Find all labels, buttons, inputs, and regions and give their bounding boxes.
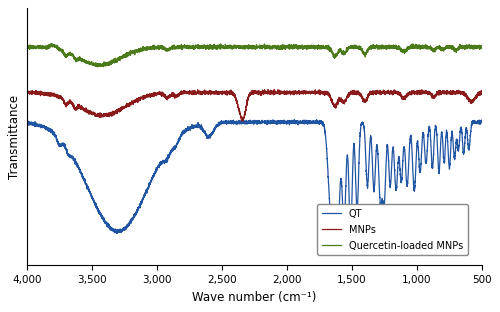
X-axis label: Wave number (cm⁻¹): Wave number (cm⁻¹) [192,291,316,304]
QT [398,181,404,184]
Quercetin-loaded MNPs [320,45,326,48]
QT [479,119,485,122]
QT [364,172,370,175]
QT [320,123,326,127]
Y-axis label: Transmittance: Transmittance [8,95,22,179]
Quercetin-loaded MNPs [198,45,204,49]
Quercetin-loaded MNPs [94,65,100,69]
MNPs [320,91,326,95]
QT [292,118,298,121]
Line: QT: QT [27,119,482,246]
Quercetin-loaded MNPs [106,60,112,63]
QT [24,121,30,124]
Line: Quercetin-loaded MNPs: Quercetin-loaded MNPs [27,44,482,67]
Quercetin-loaded MNPs [24,45,30,49]
MNPs [198,91,203,95]
MNPs [479,90,485,94]
MNPs [239,119,245,123]
QT [198,124,203,128]
Quercetin-loaded MNPs [364,51,370,55]
MNPs [398,94,404,98]
Legend: QT, MNPs, Quercetin-loaded MNPs: QT, MNPs, Quercetin-loaded MNPs [316,204,468,256]
Quercetin-loaded MNPs [297,45,303,49]
MNPs [297,91,303,95]
Quercetin-loaded MNPs [49,42,55,46]
MNPs [364,97,370,101]
QT [334,244,340,248]
Quercetin-loaded MNPs [398,47,404,51]
QT [106,226,112,230]
QT [297,122,303,125]
Quercetin-loaded MNPs [479,45,485,49]
MNPs [271,88,277,91]
MNPs [106,113,112,116]
MNPs [24,90,30,93]
Line: MNPs: MNPs [27,90,482,121]
